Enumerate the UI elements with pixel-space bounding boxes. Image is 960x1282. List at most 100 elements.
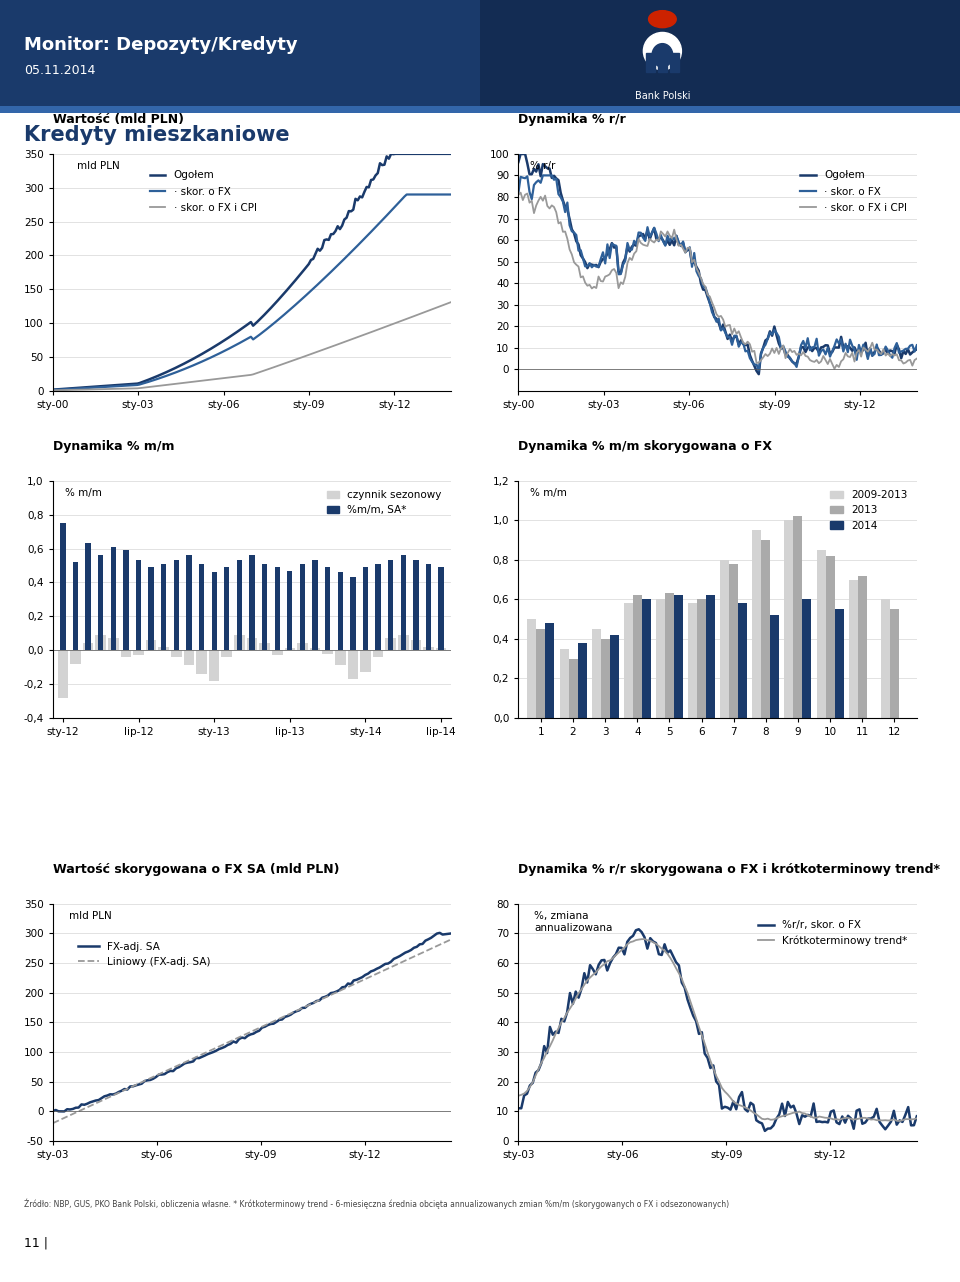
Bar <box>262 564 267 650</box>
Legend: %r/r, skor. o FX, Krótkoterminowy trend*: %r/r, skor. o FX, Krótkoterminowy trend* <box>754 917 912 950</box>
· skor. o FX i CPI <box>94 382 106 397</box>
Text: %, zmiana
annualizowana: %, zmiana annualizowana <box>535 912 612 932</box>
Bar <box>545 623 554 718</box>
Bar <box>222 650 232 656</box>
Krótkoterminowy trend* <box>553 1020 564 1036</box>
Bar <box>272 650 282 655</box>
Bar <box>413 560 419 650</box>
Text: % m/m: % m/m <box>530 488 567 497</box>
Bar <box>250 555 254 650</box>
Bar <box>560 649 568 718</box>
Bar <box>186 555 192 650</box>
Bar <box>826 556 834 718</box>
Bar <box>199 564 204 650</box>
Bar <box>360 650 371 672</box>
Ogołem <box>47 382 59 397</box>
Bar <box>171 650 181 656</box>
Liniowy (FX-adj. SA) <box>87 1097 99 1113</box>
· skor. o FX i CPI <box>432 300 444 315</box>
%r/r, skor. o FX <box>633 922 644 937</box>
Ellipse shape <box>652 44 673 67</box>
Bar <box>335 650 346 665</box>
Bar <box>890 609 899 718</box>
Text: Dynamika % m/m skorygowana o FX: Dynamika % m/m skorygowana o FX <box>518 440 773 453</box>
Bar <box>149 567 154 650</box>
Ogołem <box>130 376 141 391</box>
Ogołem <box>385 146 396 162</box>
Bar <box>60 523 65 650</box>
Bar <box>275 567 280 650</box>
Bar <box>439 567 444 650</box>
Legend: Ogołem, · skor. o FX, · skor. o FX i CPI: Ogołem, · skor. o FX, · skor. o FX i CPI <box>796 167 912 217</box>
Ogołem <box>199 345 210 360</box>
Text: Wartość (mld PLN): Wartość (mld PLN) <box>53 113 183 126</box>
Line: Liniowy (FX-adj. SA): Liniowy (FX-adj. SA) <box>53 940 451 1123</box>
%r/r, skor. o FX <box>713 1077 725 1092</box>
Bar <box>849 579 857 718</box>
Text: Wartość skorygowana o FX SA (mld PLN): Wartość skorygowana o FX SA (mld PLN) <box>53 863 339 876</box>
Legend: Ogołem, · skor. o FX, · skor. o FX i CPI: Ogołem, · skor. o FX, · skor. o FX i CPI <box>146 167 261 217</box>
Text: Monitor: Depozyty/Kredyty: Monitor: Depozyty/Kredyty <box>24 36 298 54</box>
Bar <box>323 650 333 654</box>
%r/r, skor. o FX <box>527 1076 539 1091</box>
Bar <box>110 547 116 650</box>
Bar <box>350 577 355 650</box>
Bar <box>706 595 715 718</box>
Bar <box>375 564 381 650</box>
Bar <box>108 638 119 650</box>
Liniowy (FX-adj. SA) <box>119 1082 131 1097</box>
Bar <box>656 600 665 718</box>
Liniowy (FX-adj. SA) <box>70 1105 82 1120</box>
Bar <box>174 560 179 650</box>
· skor. o FX <box>403 187 415 203</box>
Bar <box>136 560 141 650</box>
Legend: FX-adj. SA, Liniowy (FX-adj. SA): FX-adj. SA, Liniowy (FX-adj. SA) <box>74 937 215 970</box>
Bar <box>284 649 295 650</box>
Liniowy (FX-adj. SA) <box>445 932 457 947</box>
Text: Dynamika % m/m: Dynamika % m/m <box>53 440 175 453</box>
Bar <box>803 600 811 718</box>
FX-adj. SA <box>434 926 445 941</box>
Bar <box>310 649 321 650</box>
Bar <box>426 564 431 650</box>
Ogołem <box>434 146 445 162</box>
Ogołem <box>403 146 415 162</box>
%r/r, skor. o FX <box>682 992 693 1008</box>
Bar <box>400 555 406 650</box>
Bar <box>298 644 308 650</box>
Krótkoterminowy trend* <box>638 932 650 947</box>
Bar <box>646 53 655 72</box>
Bar <box>312 560 318 650</box>
Krótkoterminowy trend* <box>585 970 596 986</box>
Bar <box>224 567 229 650</box>
Bar <box>123 550 129 650</box>
Bar <box>753 531 761 718</box>
Ogołem <box>54 382 65 397</box>
Bar <box>697 600 706 718</box>
FX-adj. SA <box>445 926 457 941</box>
Text: mld PLN: mld PLN <box>69 912 111 920</box>
Legend: 2009-2013, 2013, 2014: 2009-2013, 2013, 2014 <box>826 486 912 535</box>
Krótkoterminowy trend* <box>536 1055 547 1070</box>
Text: Kredyty mieszkaniowe: Kredyty mieszkaniowe <box>24 124 290 145</box>
Bar <box>259 644 270 650</box>
Liniowy (FX-adj. SA) <box>47 1115 59 1131</box>
%r/r, skor. o FX <box>585 958 596 973</box>
Bar <box>300 564 305 650</box>
Krótkoterminowy trend* <box>682 986 693 1001</box>
Krótkoterminowy trend* <box>513 1088 524 1104</box>
Bar <box>665 594 674 718</box>
Krótkoterminowy trend* <box>527 1074 539 1090</box>
Ellipse shape <box>643 32 682 69</box>
Bar <box>211 572 217 650</box>
FX-adj. SA <box>248 1026 259 1041</box>
Bar <box>568 659 578 718</box>
Line: %r/r, skor. o FX: %r/r, skor. o FX <box>518 929 917 1131</box>
Line: Krótkoterminowy trend*: Krótkoterminowy trend* <box>518 940 917 1120</box>
Bar <box>83 644 93 650</box>
FX-adj. SA <box>59 1104 70 1119</box>
Bar <box>537 629 545 718</box>
Bar <box>58 650 68 697</box>
%r/r, skor. o FX <box>536 1055 547 1070</box>
Bar <box>642 600 651 718</box>
